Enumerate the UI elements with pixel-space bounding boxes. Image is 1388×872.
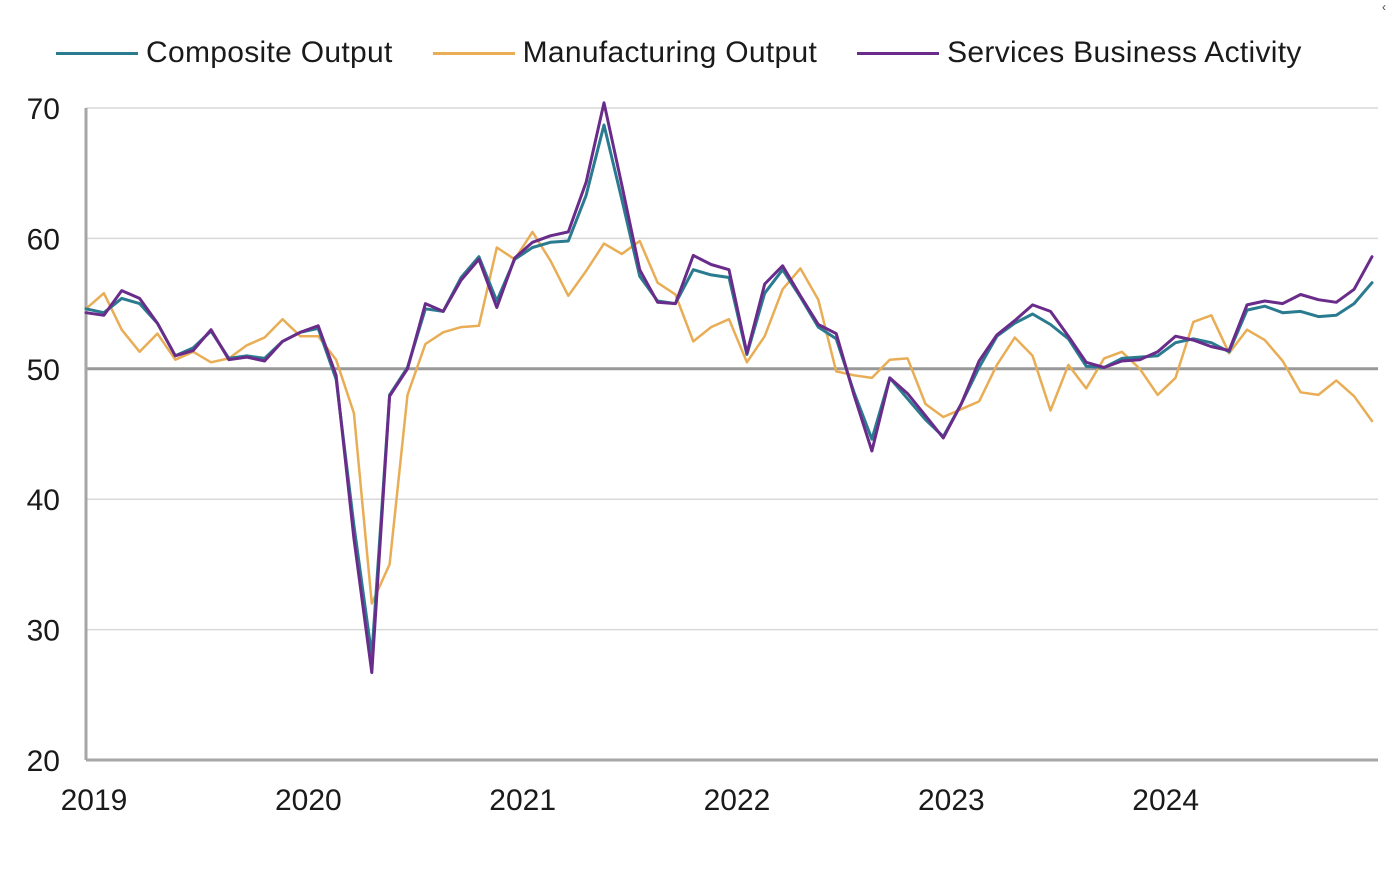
x-tick-label-2022: 2022: [704, 784, 771, 817]
x-tick-label-2020: 2020: [275, 784, 342, 817]
corner-mark: ‹: [1382, 0, 1386, 14]
legend-swatch-manufacturing-output: [432, 51, 515, 55]
legend-swatch-composite-output: [56, 51, 138, 55]
y-tick-label-40: 40: [27, 484, 60, 517]
series-line-manufacturing-output: [84, 230, 1374, 605]
legend-item-manufacturing-output: Manufacturing Output: [432, 36, 818, 70]
x-tick-label-2023: 2023: [918, 784, 985, 817]
y-tick-label-60: 60: [27, 223, 60, 256]
y-tick-label-30: 30: [27, 615, 60, 648]
x-tick-label-2024: 2024: [1132, 784, 1199, 817]
series-line-services-business-activity: [84, 101, 1374, 675]
series-line-composite-output: [84, 123, 1374, 658]
legend-swatch-services-business-activity: [857, 51, 940, 55]
y-tick-label-20: 20: [27, 745, 60, 778]
legend-label-services-business-activity: Services Business Activity: [947, 36, 1302, 69]
legend-label-composite-output: Composite Output: [146, 36, 393, 69]
y-tick-label-70: 70: [27, 93, 60, 126]
legend-label-manufacturing-output: Manufacturing Output: [522, 36, 818, 69]
legend-item-composite-output: Composite Output: [56, 36, 393, 70]
y-tick-label-50: 50: [27, 354, 60, 387]
x-tick-label-2021: 2021: [489, 784, 556, 817]
x-tick-label-2019: 2019: [61, 784, 128, 817]
legend-item-services-business-activity: Services Business Activity: [857, 36, 1302, 70]
chart-legend: Composite Output Manufacturing Output Se…: [56, 36, 1342, 70]
